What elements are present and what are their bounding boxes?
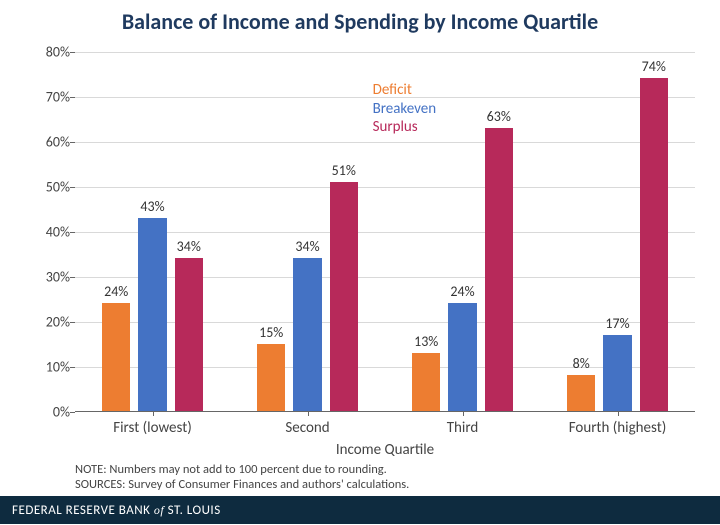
bar-breakeven: 24% xyxy=(448,303,476,411)
bar-value-label: 34% xyxy=(177,238,201,255)
x-tick-mark xyxy=(618,411,619,416)
bar-surplus: 63% xyxy=(485,128,513,412)
bar-surplus: 51% xyxy=(330,182,358,412)
x-tick-mark xyxy=(308,411,309,416)
legend: DeficitBreakevenSurplus xyxy=(373,81,437,137)
bar-value-label: 8% xyxy=(573,355,590,372)
legend-item-deficit: Deficit xyxy=(373,81,437,100)
bar-value-label: 24% xyxy=(104,283,128,300)
footer-bar: FEDERAL RESERVE BANK of ST. LOUIS xyxy=(0,496,720,524)
bar-breakeven: 17% xyxy=(603,335,631,412)
plot-area: 0%10%20%30%40%50%60%70%80% 24%43%34%15%3… xyxy=(75,52,695,412)
y-tick-label: 10% xyxy=(30,359,70,376)
x-tick-label: First (lowest) xyxy=(113,419,192,437)
y-tick-label: 50% xyxy=(30,179,70,196)
bar-breakeven: 34% xyxy=(293,258,321,411)
bar-value-label: 34% xyxy=(295,238,319,255)
x-tick-mark xyxy=(463,411,464,416)
y-tick-label: 40% xyxy=(30,224,70,241)
y-tick-label: 70% xyxy=(30,89,70,106)
y-tick-label: 20% xyxy=(30,314,70,331)
bar-surplus: 34% xyxy=(175,258,203,411)
bar-surplus: 74% xyxy=(640,78,668,411)
x-axis-title: Income Quartile xyxy=(336,441,434,459)
y-tick-mark xyxy=(70,412,75,413)
bar-breakeven: 43% xyxy=(138,218,166,412)
bar-deficit: 24% xyxy=(102,303,130,411)
x-tick-label: Fourth (highest) xyxy=(569,419,667,437)
footer-text-pre: FEDERAL RESERVE BANK xyxy=(12,503,154,518)
bar-value-label: 63% xyxy=(487,108,511,125)
bar-value-label: 74% xyxy=(642,58,666,75)
y-tick-label: 80% xyxy=(30,44,70,61)
y-tick-label: 0% xyxy=(30,404,70,421)
bar-value-label: 15% xyxy=(259,324,283,341)
footer-text-of: of xyxy=(154,503,164,517)
y-tick-label: 60% xyxy=(30,134,70,151)
bar-value-label: 24% xyxy=(450,283,474,300)
bar-value-label: 51% xyxy=(332,162,356,179)
note-line-1: NOTE: Numbers may not add to 100 percent… xyxy=(75,462,387,477)
y-tick-label: 30% xyxy=(30,269,70,286)
footer-text-post: ST. LOUIS xyxy=(164,503,220,518)
legend-item-surplus: Surplus xyxy=(373,118,437,137)
bar-deficit: 15% xyxy=(257,344,285,412)
bar-value-label: 17% xyxy=(605,315,629,332)
chart-title: Balance of Income and Spending by Income… xyxy=(0,0,720,35)
note-line-2: SOURCES: Survey of Consumer Finances and… xyxy=(75,477,409,492)
bar-deficit: 8% xyxy=(567,375,595,411)
legend-item-breakeven: Breakeven xyxy=(373,100,437,119)
bar-value-label: 13% xyxy=(414,333,438,350)
x-tick-label: Second xyxy=(285,419,329,437)
x-tick-mark xyxy=(153,411,154,416)
bar-deficit: 13% xyxy=(412,353,440,412)
bar-value-label: 43% xyxy=(140,198,164,215)
x-tick-label: Third xyxy=(447,419,479,437)
